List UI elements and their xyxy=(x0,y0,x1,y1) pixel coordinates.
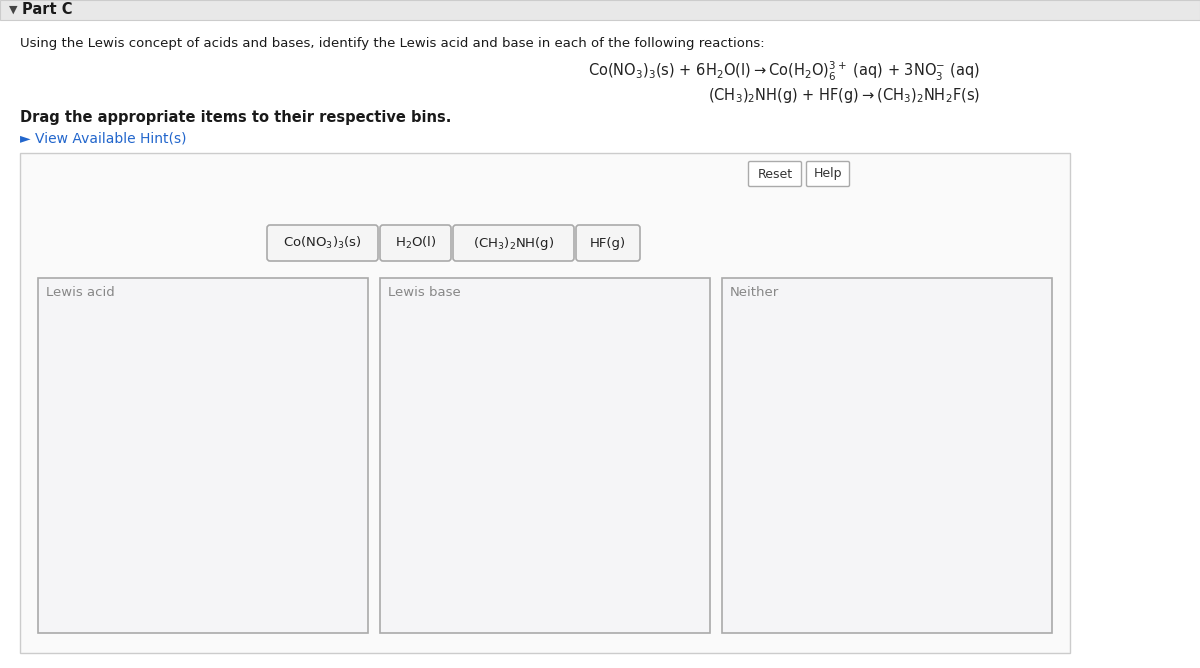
Text: H$_2$O(l): H$_2$O(l) xyxy=(395,235,437,251)
Bar xyxy=(380,278,710,633)
Text: Drag the appropriate items to their respective bins.: Drag the appropriate items to their resp… xyxy=(20,110,451,125)
FancyBboxPatch shape xyxy=(266,225,378,261)
Text: Lewis acid: Lewis acid xyxy=(46,286,115,299)
Text: Using the Lewis concept of acids and bases, identify the Lewis acid and base in : Using the Lewis concept of acids and bas… xyxy=(20,37,764,50)
Text: (CH$_3$)$_2$NH(g) + HF(g)$\rightarrow$(CH$_3$)$_2$NH$_2$F(s): (CH$_3$)$_2$NH(g) + HF(g)$\rightarrow$(C… xyxy=(708,86,980,105)
FancyBboxPatch shape xyxy=(806,162,850,186)
Text: Reset: Reset xyxy=(757,168,792,180)
Text: Lewis base: Lewis base xyxy=(388,286,461,299)
Text: ► View Available Hint(s): ► View Available Hint(s) xyxy=(20,131,186,145)
Bar xyxy=(38,278,368,633)
Text: Help: Help xyxy=(814,168,842,180)
Bar xyxy=(722,278,1052,633)
FancyBboxPatch shape xyxy=(454,225,574,261)
Text: Neither: Neither xyxy=(730,286,779,299)
Text: ▼: ▼ xyxy=(10,5,18,15)
Bar xyxy=(20,153,1070,653)
FancyBboxPatch shape xyxy=(749,162,802,186)
Text: Co(NO$_3$)$_3$(s): Co(NO$_3$)$_3$(s) xyxy=(283,235,362,251)
FancyBboxPatch shape xyxy=(380,225,451,261)
Text: Part C: Part C xyxy=(22,3,72,17)
FancyBboxPatch shape xyxy=(576,225,640,261)
Text: HF(g): HF(g) xyxy=(590,236,626,250)
Bar xyxy=(0,0,1200,20)
Text: (CH$_3$)$_2$NH(g): (CH$_3$)$_2$NH(g) xyxy=(473,234,554,251)
Text: Co(NO$_3$)$_3$(s) + 6H$_2$O(l)$\rightarrow$Co(H$_2$O)$_6^{3+}$ (aq) + 3NO$_3^{-}: Co(NO$_3$)$_3$(s) + 6H$_2$O(l)$\rightarr… xyxy=(588,60,980,84)
